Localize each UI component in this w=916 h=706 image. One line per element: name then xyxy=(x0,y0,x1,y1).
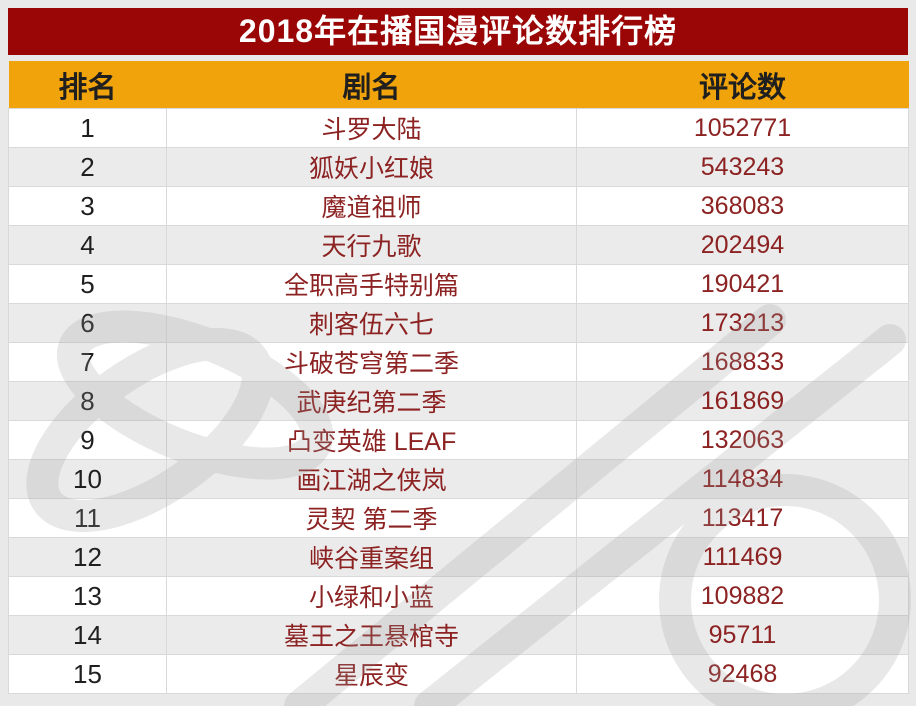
table-row: 1 斗罗大陆 1052771 xyxy=(8,108,909,148)
cell-name: 斗破苍穹第二季 xyxy=(166,342,577,382)
cell-rank: 12 xyxy=(8,537,167,577)
table-row: 5 全职高手特别篇 190421 xyxy=(8,264,909,304)
cell-name: 峡谷重案组 xyxy=(166,537,577,577)
cell-comments: 173213 xyxy=(576,303,909,343)
page-title: 2018年在播国漫评论数排行榜 xyxy=(8,8,908,55)
cell-comments: 161869 xyxy=(576,381,909,421)
header-name: 剧名 xyxy=(166,61,577,109)
cell-comments: 113417 xyxy=(576,498,909,538)
cell-comments: 368083 xyxy=(576,186,909,226)
table-header: 排名 剧名 评论数 xyxy=(8,61,909,109)
cell-comments: 168833 xyxy=(576,342,909,382)
table-row: 4 天行九歌 202494 xyxy=(8,225,909,265)
cell-rank: 4 xyxy=(8,225,167,265)
header-rank: 排名 xyxy=(8,61,167,109)
table-row: 6 刺客伍六七 173213 xyxy=(8,303,909,343)
cell-rank: 11 xyxy=(8,498,167,538)
cell-comments: 202494 xyxy=(576,225,909,265)
cell-rank: 14 xyxy=(8,615,167,655)
cell-rank: 15 xyxy=(8,654,167,694)
cell-comments: 95711 xyxy=(576,615,909,655)
cell-name: 灵契 第二季 xyxy=(166,498,577,538)
table-row: 3 魔道祖师 368083 xyxy=(8,186,909,226)
ranking-table: 排名 剧名 评论数 1 斗罗大陆 1052771 2 狐妖小红娘 543243 3 魔道祖师 3… xyxy=(8,61,909,694)
cell-name: 狐妖小红娘 xyxy=(166,147,577,187)
cell-name: 小绿和小蓝 xyxy=(166,576,577,616)
table-row: 13 小绿和小蓝 109882 xyxy=(8,576,909,616)
cell-rank: 1 xyxy=(8,108,167,148)
cell-name: 魔道祖师 xyxy=(166,186,577,226)
cell-comments: 92468 xyxy=(576,654,909,694)
cell-rank: 5 xyxy=(8,264,167,304)
table-row: 14 墓王之王悬棺寺 95711 xyxy=(8,615,909,655)
cell-comments: 190421 xyxy=(576,264,909,304)
table-row: 9 凸变英雄 LEAF 132063 xyxy=(8,420,909,460)
cell-rank: 9 xyxy=(8,420,167,460)
cell-rank: 13 xyxy=(8,576,167,616)
cell-rank: 8 xyxy=(8,381,167,421)
cell-name: 星辰变 xyxy=(166,654,577,694)
cell-comments: 111469 xyxy=(576,537,909,577)
cell-rank: 6 xyxy=(8,303,167,343)
cell-comments: 1052771 xyxy=(576,108,909,148)
table-body: 1 斗罗大陆 1052771 2 狐妖小红娘 543243 3 魔道祖师 368083 4 天行九歌… xyxy=(8,108,909,694)
cell-name: 武庚纪第二季 xyxy=(166,381,577,421)
cell-name: 天行九歌 xyxy=(166,225,577,265)
cell-comments: 543243 xyxy=(576,147,909,187)
cell-comments: 109882 xyxy=(576,576,909,616)
cell-rank: 10 xyxy=(8,459,167,499)
cell-rank: 3 xyxy=(8,186,167,226)
cell-name: 画江湖之侠岚 xyxy=(166,459,577,499)
table-frame: 2018年在播国漫评论数排行榜 排名 剧名 评论数 1 斗罗大陆 1052771 2 狐… xyxy=(8,8,909,694)
table-row: 12 峡谷重案组 111469 xyxy=(8,537,909,577)
cell-rank: 7 xyxy=(8,342,167,382)
table-row: 7 斗破苍穹第二季 168833 xyxy=(8,342,909,382)
cell-name: 刺客伍六七 xyxy=(166,303,577,343)
cell-name: 斗罗大陆 xyxy=(166,108,577,148)
cell-rank: 2 xyxy=(8,147,167,187)
cell-name: 凸变英雄 LEAF xyxy=(166,420,577,460)
table-row: 2 狐妖小红娘 543243 xyxy=(8,147,909,187)
cell-comments: 132063 xyxy=(576,420,909,460)
header-comments: 评论数 xyxy=(576,61,909,109)
table-row: 10 画江湖之侠岚 114834 xyxy=(8,459,909,499)
cell-name: 全职高手特别篇 xyxy=(166,264,577,304)
cell-comments: 114834 xyxy=(576,459,909,499)
cell-name: 墓王之王悬棺寺 xyxy=(166,615,577,655)
table-row: 15 星辰变 92468 xyxy=(8,654,909,694)
table-row: 8 武庚纪第二季 161869 xyxy=(8,381,909,421)
table-row: 11 灵契 第二季 113417 xyxy=(8,498,909,538)
